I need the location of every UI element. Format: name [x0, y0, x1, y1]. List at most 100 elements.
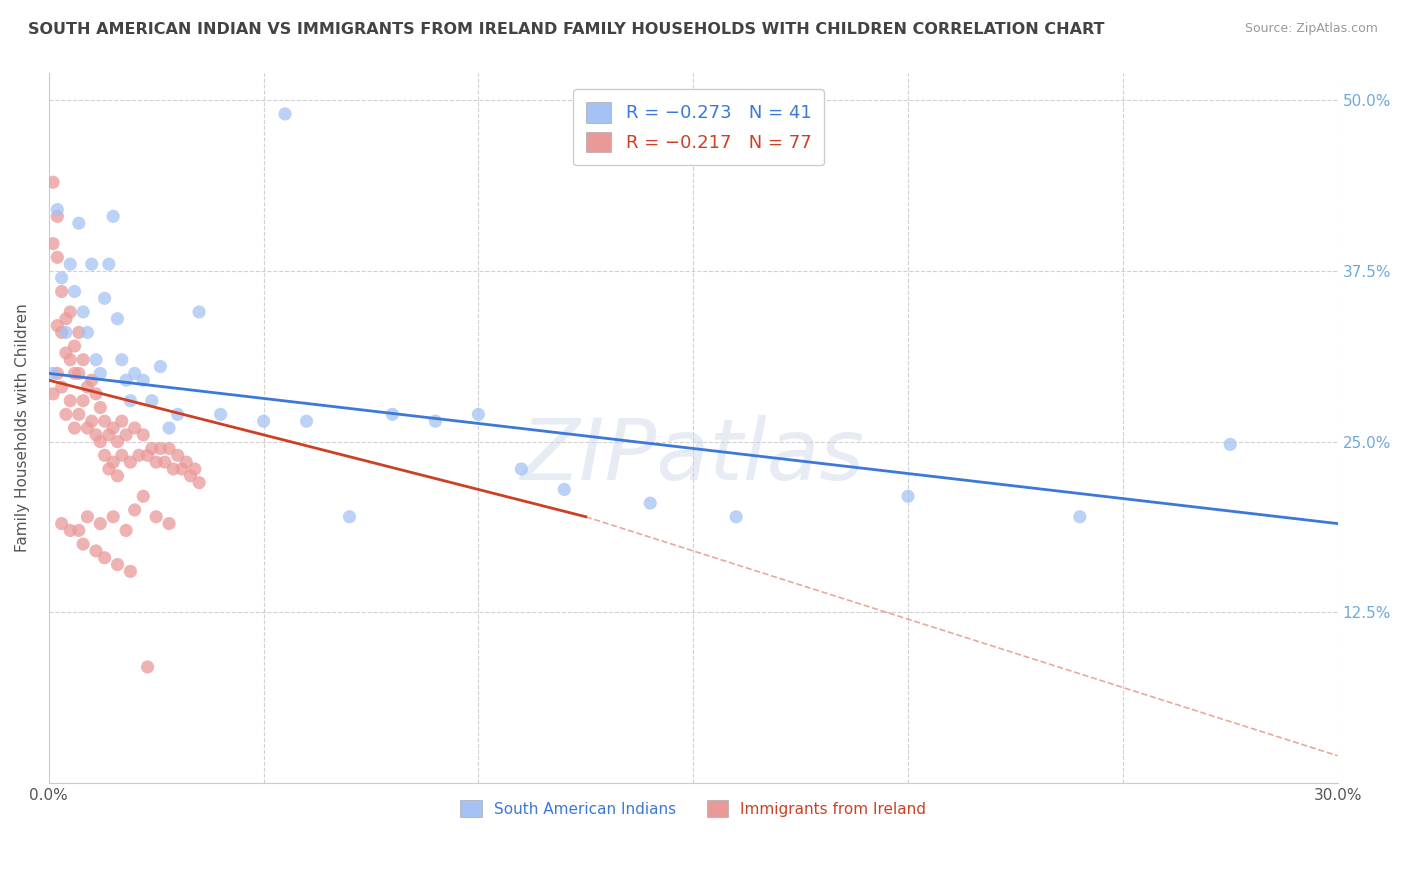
Point [46, 202, 69, 217]
Point [295, 414, 318, 428]
Point [107, 434, 129, 449]
Point [93, 448, 115, 462]
Point [897, 489, 920, 503]
Point [67, 367, 90, 381]
Point [80, 414, 103, 428]
Point [252, 414, 274, 428]
Point [51, 285, 73, 299]
Point [84, 352, 107, 367]
Point [725, 509, 748, 524]
Point [89, 367, 111, 381]
Point [42, 175, 65, 189]
Point [46, 250, 69, 264]
Point [80, 257, 103, 271]
Point [63, 421, 86, 435]
Point [209, 408, 232, 422]
Point [170, 462, 193, 476]
Point [124, 367, 146, 381]
Point [174, 455, 197, 469]
Point [157, 442, 180, 456]
Point [141, 393, 163, 408]
Point [67, 524, 90, 538]
Point [76, 509, 98, 524]
Point [63, 285, 86, 299]
Point [136, 448, 159, 462]
Point [76, 326, 98, 340]
Point [55, 408, 77, 422]
Point [55, 326, 77, 340]
Point [46, 367, 69, 381]
Point [132, 427, 155, 442]
Point [67, 216, 90, 230]
Point [63, 367, 86, 381]
Point [1069, 509, 1091, 524]
Point [103, 509, 125, 524]
Y-axis label: Family Households with Children: Family Households with Children [15, 303, 30, 552]
Point [103, 455, 125, 469]
Point [59, 305, 82, 319]
Point [274, 107, 297, 121]
Text: ZIPatlas: ZIPatlas [522, 415, 865, 498]
Point [638, 496, 661, 510]
Point [67, 326, 90, 340]
Point [59, 393, 82, 408]
Point [103, 210, 125, 224]
Point [97, 257, 120, 271]
Point [84, 544, 107, 558]
Point [89, 401, 111, 415]
Point [188, 475, 211, 490]
Point [145, 455, 167, 469]
Point [72, 537, 94, 551]
Point [149, 359, 172, 374]
Point [42, 367, 65, 381]
Point [136, 660, 159, 674]
Point [59, 257, 82, 271]
Point [67, 408, 90, 422]
Point [120, 565, 142, 579]
Point [111, 352, 134, 367]
Point [115, 524, 138, 538]
Text: Source: ZipAtlas.com: Source: ZipAtlas.com [1244, 22, 1378, 36]
Point [339, 509, 361, 524]
Point [84, 387, 107, 401]
Point [157, 516, 180, 531]
Point [80, 373, 103, 387]
Point [111, 448, 134, 462]
Point [97, 427, 120, 442]
Point [1219, 437, 1241, 451]
Point [93, 550, 115, 565]
Point [72, 305, 94, 319]
Point [153, 455, 176, 469]
Point [141, 442, 163, 456]
Legend: South American Indians, Immigrants from Ireland: South American Indians, Immigrants from … [453, 792, 934, 825]
Point [145, 509, 167, 524]
Point [59, 352, 82, 367]
Point [180, 468, 202, 483]
Point [63, 339, 86, 353]
Point [184, 462, 207, 476]
Point [93, 291, 115, 305]
Point [93, 414, 115, 428]
Point [107, 468, 129, 483]
Point [381, 408, 404, 422]
Point [51, 270, 73, 285]
Point [55, 346, 77, 360]
Point [510, 462, 533, 476]
Point [51, 516, 73, 531]
Point [55, 311, 77, 326]
Point [120, 455, 142, 469]
Point [72, 352, 94, 367]
Point [425, 414, 447, 428]
Point [124, 503, 146, 517]
Point [103, 421, 125, 435]
Point [115, 427, 138, 442]
Point [107, 311, 129, 326]
Point [89, 516, 111, 531]
Point [89, 434, 111, 449]
Point [162, 462, 184, 476]
Point [120, 393, 142, 408]
Point [46, 210, 69, 224]
Point [166, 448, 188, 462]
Point [46, 318, 69, 333]
Point [467, 408, 489, 422]
